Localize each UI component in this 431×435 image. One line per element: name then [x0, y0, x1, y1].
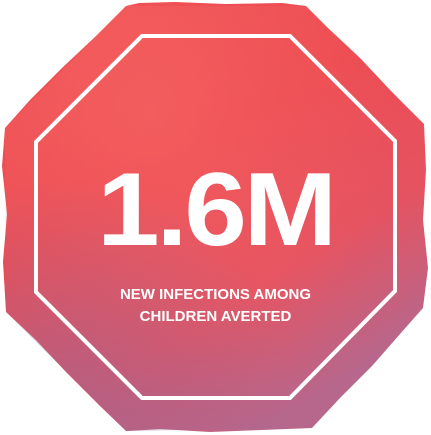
stat-value: 1.6M — [97, 152, 337, 268]
stat-caption: NEW INFECTIONS AMONG CHILDREN AVERTED — [0, 284, 431, 328]
caption-line-2: CHILDREN AVERTED — [139, 308, 292, 325]
sign-inner-border — [34, 34, 397, 400]
caption-line-1: NEW INFECTIONS AMONG — [119, 286, 312, 303]
